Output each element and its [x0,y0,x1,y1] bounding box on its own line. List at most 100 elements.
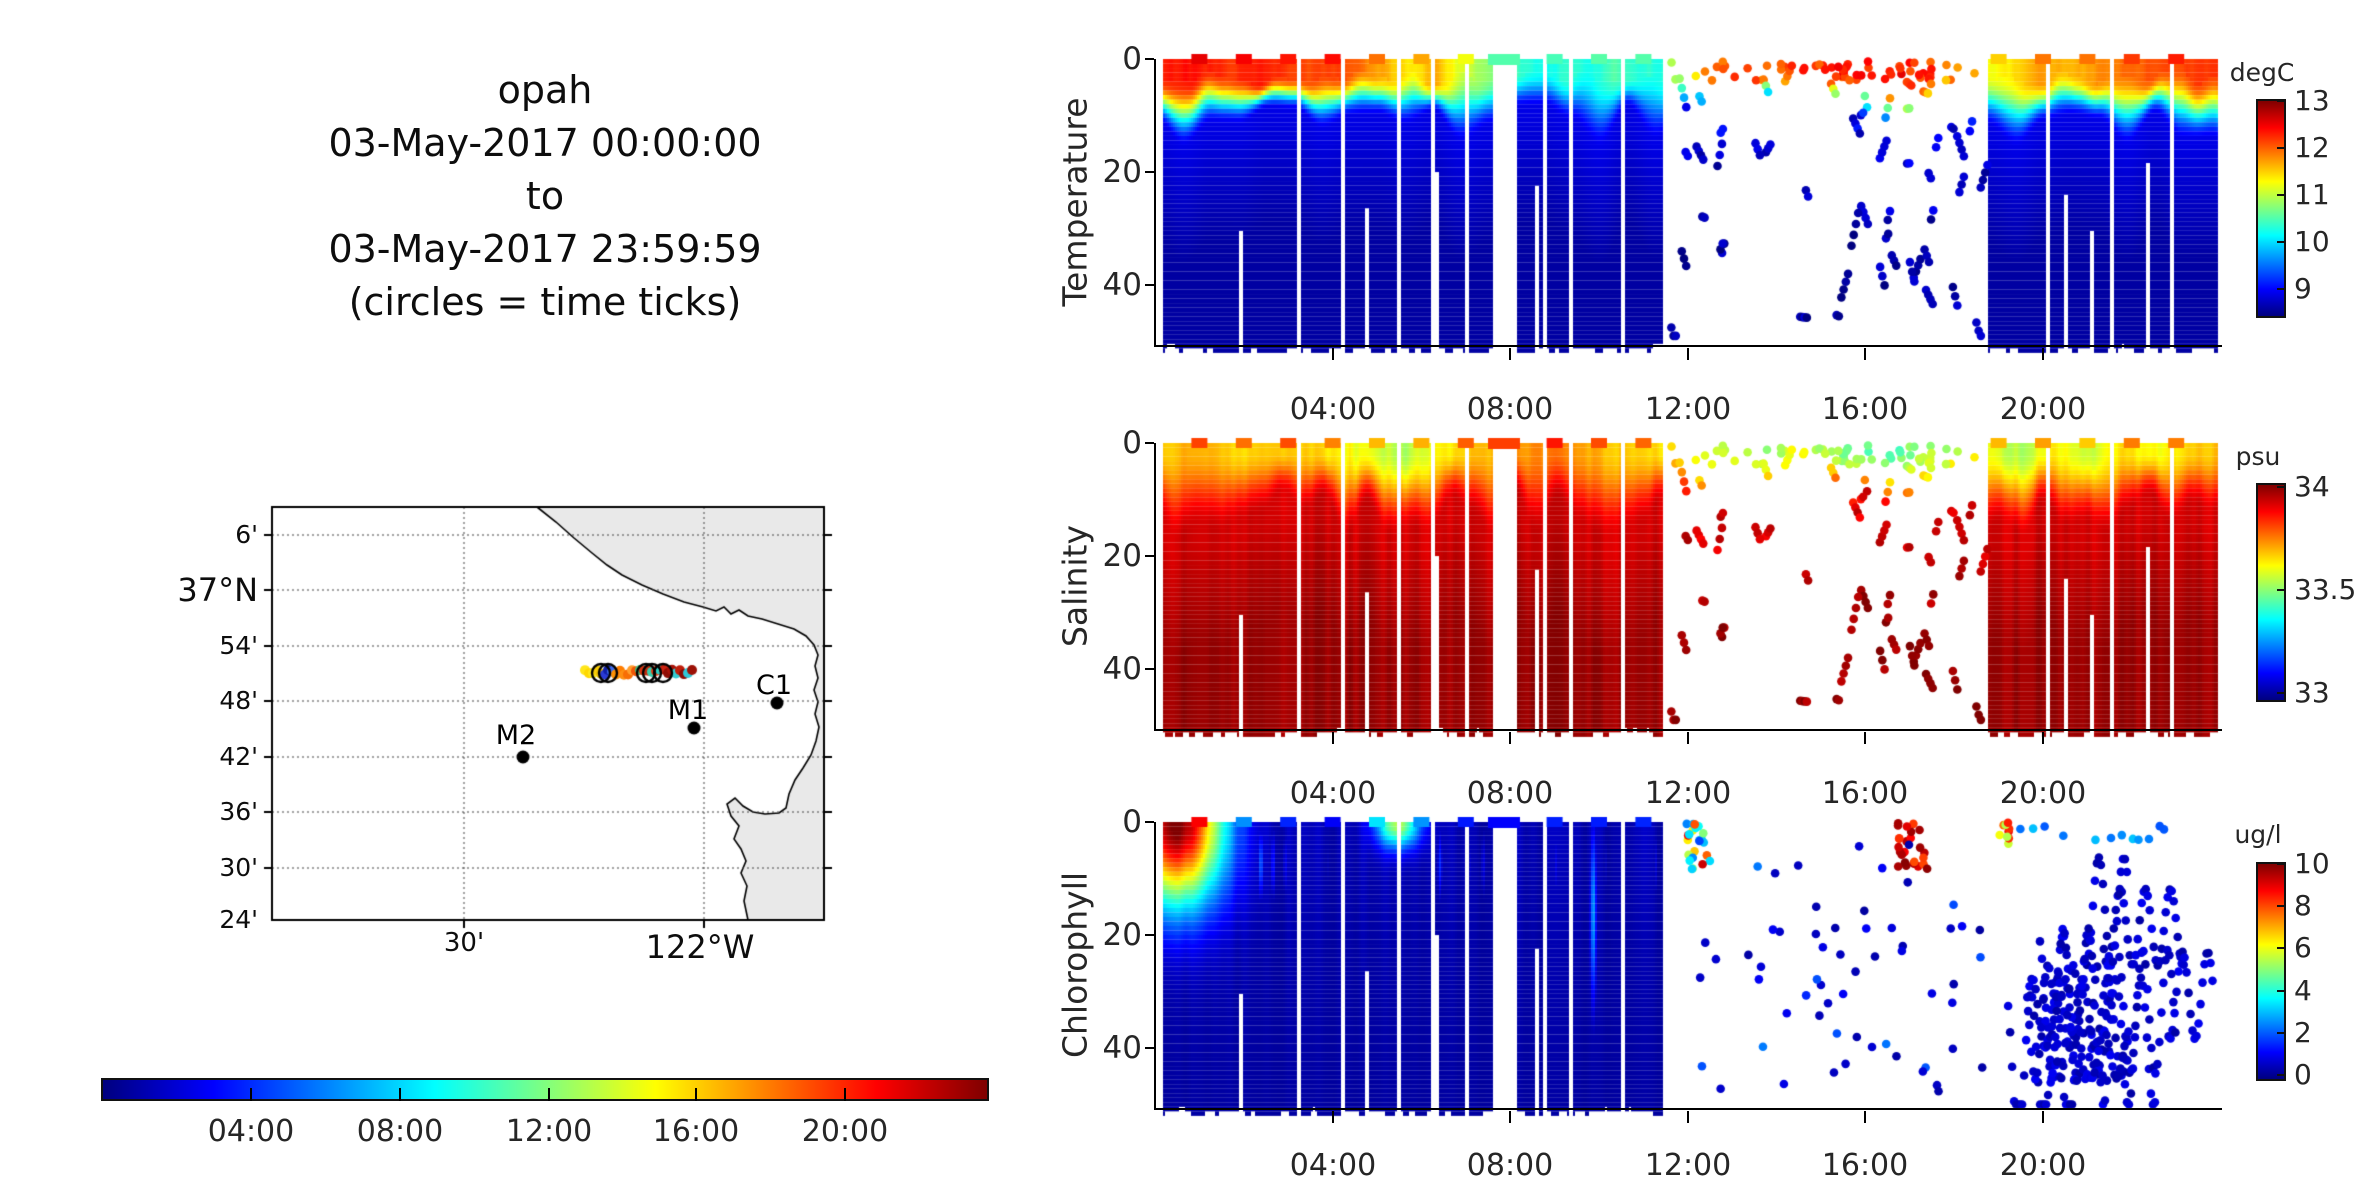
salinity-y-axis [1154,443,1156,731]
x-tick [1332,1111,1334,1123]
depth-tick-label: 40 [1102,1030,1142,1066]
x-tick [1864,1111,1866,1123]
x-tick-label: 08:00 [1466,1148,1554,1181]
colorbar-tick-label: 13 [2277,84,2330,117]
depth-tick-label: 40 [1102,267,1142,303]
x-tick-label: 08:00 [1466,776,1554,811]
y-tick [1145,555,1154,557]
y-tick [1145,284,1154,286]
time-colorbar-tick [844,1088,846,1101]
colorbar-tick-label: 9 [2277,272,2312,305]
time-colorbar-tick [695,1088,697,1101]
map-lon-label: 30' [443,928,485,958]
salinity-plot-canvas [1154,435,2224,738]
station-label-m2: M2 [495,720,537,751]
temperature-x-axis [1154,345,2222,347]
depth-tick-label: 0 [1122,425,1142,461]
x-tick [1332,348,1334,360]
figure-title: opah 03-May-2017 00:00:00 to 03-May-2017… [245,64,845,329]
chlorophyll-colorbar [2256,862,2286,1081]
x-tick-label: 20:00 [1999,392,2087,427]
map-lat-label: 30' [219,853,258,882]
x-tick [1864,348,1866,360]
map-lat-label: 6' [235,520,258,549]
x-tick [2042,732,2044,744]
time-colorbar-label: 16:00 [652,1114,740,1149]
x-tick-label: 12:00 [1644,1148,1732,1181]
time-colorbar-label: 20:00 [801,1114,889,1149]
x-tick-label: 12:00 [1644,776,1732,811]
x-tick-label: 16:00 [1821,1148,1909,1181]
salinity-colorbar [2256,483,2286,702]
x-tick-label: 16:00 [1821,392,1909,427]
x-tick-label: 16:00 [1821,776,1909,811]
station-label-m1: M1 [667,695,709,726]
x-tick-label: 12:00 [1644,392,1732,427]
x-tick [1687,732,1689,744]
colorbar-tick-label: 11 [2277,178,2330,211]
depth-tick-label: 40 [1102,651,1142,687]
x-tick-label: 04:00 [1289,776,1377,811]
temperature-y-axis [1154,59,1156,347]
chlorophyll-x-axis [1154,1108,2222,1110]
map-lat-label: 42' [219,742,258,771]
vehicle-name: opah [497,68,593,112]
x-tick-label: 20:00 [1999,776,2087,811]
colorbar-tick-label: 33.5 [2276,573,2357,606]
start-time: 03-May-2017 00:00:00 [328,121,762,165]
colorbar-tick-label: 6 [2277,931,2312,964]
depth-tick-label: 0 [1122,804,1142,840]
time-colorbar-label: 04:00 [207,1114,295,1149]
x-tick [2042,1111,2044,1123]
colorbar-tick-label: 2 [2277,1016,2312,1049]
x-tick [2042,348,2044,360]
map-canvas [252,497,842,942]
chlorophyll-plot-canvas [1154,814,2224,1117]
time-colorbar [101,1078,989,1101]
time-colorbar-tick [548,1088,550,1101]
x-tick [1509,348,1511,360]
x-tick [1509,1111,1511,1123]
title-to: to [525,174,565,218]
map-lat-label: 24' [219,905,258,934]
colorbar-tick-label: 10 [2277,225,2330,258]
y-tick [1145,821,1154,823]
map-lat-label: 37°N [177,571,258,609]
depth-tick-label: 20 [1102,154,1142,190]
depth-tick-label: 20 [1102,538,1142,574]
depth-tick-label: 0 [1122,41,1142,77]
time-colorbar-tick [399,1088,401,1101]
title-note: (circles = time ticks) [348,280,742,324]
chlorophyll-colorbar-unit: ug/l [2234,820,2282,849]
map-lon-label: 122°W [645,928,755,966]
x-tick [1509,732,1511,744]
x-tick-label: 20:00 [1999,1148,2087,1181]
x-tick-label: 04:00 [1289,1148,1377,1181]
y-tick [1145,934,1154,936]
colorbar-tick-label: 8 [2277,889,2312,922]
x-tick-label: 08:00 [1466,392,1554,427]
depth-tick-label: 20 [1102,917,1142,953]
map-lat-label: 36' [219,797,258,826]
colorbar-tick-label: 12 [2277,131,2330,164]
end-time: 03-May-2017 23:59:59 [328,227,762,271]
y-tick [1145,171,1154,173]
y-tick [1145,442,1154,444]
salinity-x-axis [1154,729,2222,731]
x-tick [1864,732,1866,744]
colorbar-tick-label: 10 [2277,847,2330,880]
colorbar-tick-label: 4 [2277,974,2312,1007]
colorbar-tick-label: 34 [2277,470,2330,503]
map-lat-label: 54' [219,631,258,660]
temperature-plot-canvas [1154,51,2224,354]
time-colorbar-tick [250,1088,252,1101]
x-tick [1687,1111,1689,1123]
time-colorbar-label: 08:00 [356,1114,444,1149]
temperature-colorbar-unit: degC [2229,58,2295,87]
y-tick [1145,1047,1154,1049]
y-tick [1145,58,1154,60]
x-tick [1687,348,1689,360]
chlorophyll-y-axis [1154,822,1156,1110]
station-label-c1: C1 [755,670,793,701]
temperature-colorbar [2256,99,2286,318]
